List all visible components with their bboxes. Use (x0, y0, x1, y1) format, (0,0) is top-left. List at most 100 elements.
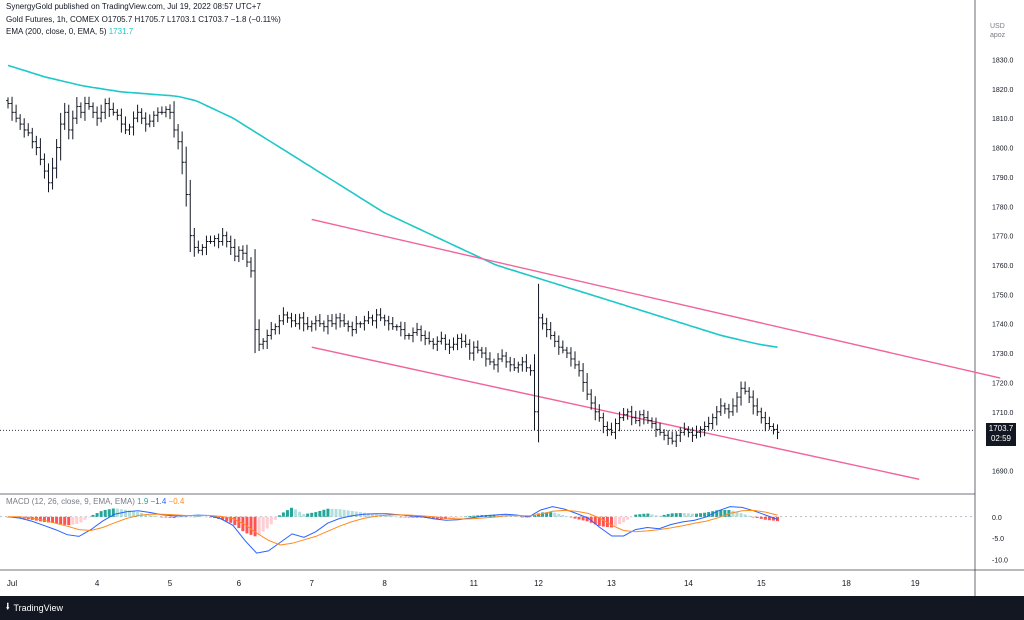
macd-histogram-bar (91, 514, 95, 517)
macd-histogram-bar (111, 508, 115, 517)
macd-tick-label: -5.0 (992, 536, 1004, 543)
macd-histogram-bar (516, 516, 520, 518)
macd-lines-layer (7, 506, 778, 554)
macd-histogram-bar (277, 515, 281, 517)
macd-histogram-bar (371, 513, 374, 517)
price-tick-label: 1780.0 (992, 204, 1014, 211)
macd-histogram-bar (585, 516, 589, 522)
macd-histogram-bar (678, 513, 682, 517)
price-tick-label: 1800.0 (992, 146, 1014, 153)
macd-histogram-bar (626, 516, 630, 520)
macd-histogram-bar (144, 513, 148, 517)
ohlc-open: O1705.7 (101, 15, 133, 24)
macd-histogram-bar (59, 516, 63, 525)
time-tick-label: 12 (534, 579, 543, 588)
macd-histogram-bar (642, 513, 646, 517)
macd-histogram-bar (537, 513, 541, 517)
price-tick-label: 1810.0 (992, 116, 1014, 123)
macd-histogram-bar (512, 516, 516, 517)
macd-histogram-bar (597, 516, 601, 526)
macd-histogram-bar (237, 516, 241, 529)
channel-layer[interactable] (311, 218, 1001, 481)
time-tick-label: 11 (470, 579, 479, 588)
macd-histogram-bar (253, 516, 257, 537)
macd-tick-label: -10.0 (992, 557, 1008, 564)
macd-histogram-bar (95, 513, 99, 517)
macd-histogram-bar (415, 516, 419, 518)
macd-histogram-bar (589, 516, 593, 523)
macd-histogram-bar (403, 516, 407, 518)
macd-histogram-bar (630, 516, 634, 518)
footer-brand[interactable]: TradingView (13, 603, 64, 613)
macd-histogram-bar (731, 510, 735, 517)
macd-histogram-bar (354, 511, 358, 517)
symbol-name: Gold Futures, 1h, COMEX (6, 15, 100, 24)
macd-axis-ticks: 0.0 -5.0 -10.0 (0, 515, 1008, 564)
macd-histogram-bar (350, 510, 354, 517)
macd-histogram-bar (249, 516, 253, 535)
macd-histogram-bar (622, 516, 626, 523)
macd-histogram-bar (261, 516, 265, 532)
macd-histogram-bar (99, 511, 103, 517)
macd-histogram-bar (366, 513, 370, 517)
macd-histogram-bar (164, 516, 168, 518)
macd-histogram-bar (411, 516, 415, 518)
macd-histogram-bar (524, 516, 528, 518)
macd-histogram-bar (18, 516, 22, 519)
price-tick-label: 1740.0 (992, 322, 1014, 329)
macd-histogram-bar (148, 515, 152, 517)
ohlc-low: L1703.1 (167, 15, 196, 24)
macd-histogram-bar (55, 516, 59, 524)
macd-histogram-bar (346, 510, 350, 517)
macd-histogram-bar (593, 516, 597, 525)
price-tick-label: 1770.0 (992, 234, 1014, 241)
macd-histogram-bar (565, 516, 569, 517)
macd-histogram-bar (200, 516, 204, 518)
macd-histogram-bar (419, 516, 423, 518)
macd-histogram-bar (549, 512, 553, 517)
macd-histogram-bar (184, 516, 188, 518)
macd-histogram-bar (670, 513, 674, 517)
macd-histogram-bar (747, 515, 751, 517)
macd-histogram-bar (541, 512, 545, 517)
macd-histogram-bar (690, 513, 694, 517)
bar-countdown: 02:59 (990, 434, 1012, 443)
time-tick-label: 7 (310, 579, 315, 588)
macd-histogram-bar (553, 512, 557, 517)
macd-value-3: −0.4 (168, 497, 185, 506)
price-tick-label: 1830.0 (992, 57, 1014, 64)
macd-histogram-bar (452, 516, 455, 519)
macd-histogram-bar (103, 509, 107, 517)
chart-svg[interactable]: 1690.01700.01710.01720.01730.01740.01750… (0, 0, 1024, 596)
macd-histogram-bar (314, 512, 318, 517)
axis-header: USD apoz (990, 22, 1005, 40)
macd-histogram-bar (172, 516, 176, 519)
macd-histogram-bar (472, 515, 476, 517)
time-tick-label: 18 (842, 579, 851, 588)
macd-histogram-bar (609, 516, 613, 528)
macd-histogram-bar (682, 513, 686, 517)
macd-histogram-bar (638, 514, 642, 517)
macd-histogram-bar (294, 509, 298, 517)
macd-histogram-bar (646, 513, 650, 517)
scale-mode-label[interactable]: apoz (990, 32, 1006, 39)
macd-histogram-bar (221, 516, 225, 520)
macd-histogram-bar (192, 516, 196, 518)
macd-histogram-bar (318, 510, 322, 517)
macd-histogram-bar (557, 513, 561, 517)
macd-histogram-bar (496, 514, 500, 517)
tradingview-logo-icon[interactable]: ⭭ (6, 601, 10, 613)
macd-histogram-bar (468, 515, 472, 517)
macd-histogram-bar (695, 513, 698, 517)
macd-histogram-bar (759, 516, 763, 519)
ohlc-high: H1705.7 (134, 15, 165, 24)
macd-histogram-bar (362, 512, 366, 517)
macd-histogram-bar (269, 516, 273, 525)
time-tick-label: 19 (911, 579, 920, 588)
footer-bar: ⭭ TradingView (0, 596, 1024, 620)
macd-histogram-bar (51, 516, 55, 523)
time-tick-label: 14 (684, 579, 693, 588)
macd-histogram-bar (723, 509, 727, 517)
macd-histogram-bar (152, 515, 156, 517)
